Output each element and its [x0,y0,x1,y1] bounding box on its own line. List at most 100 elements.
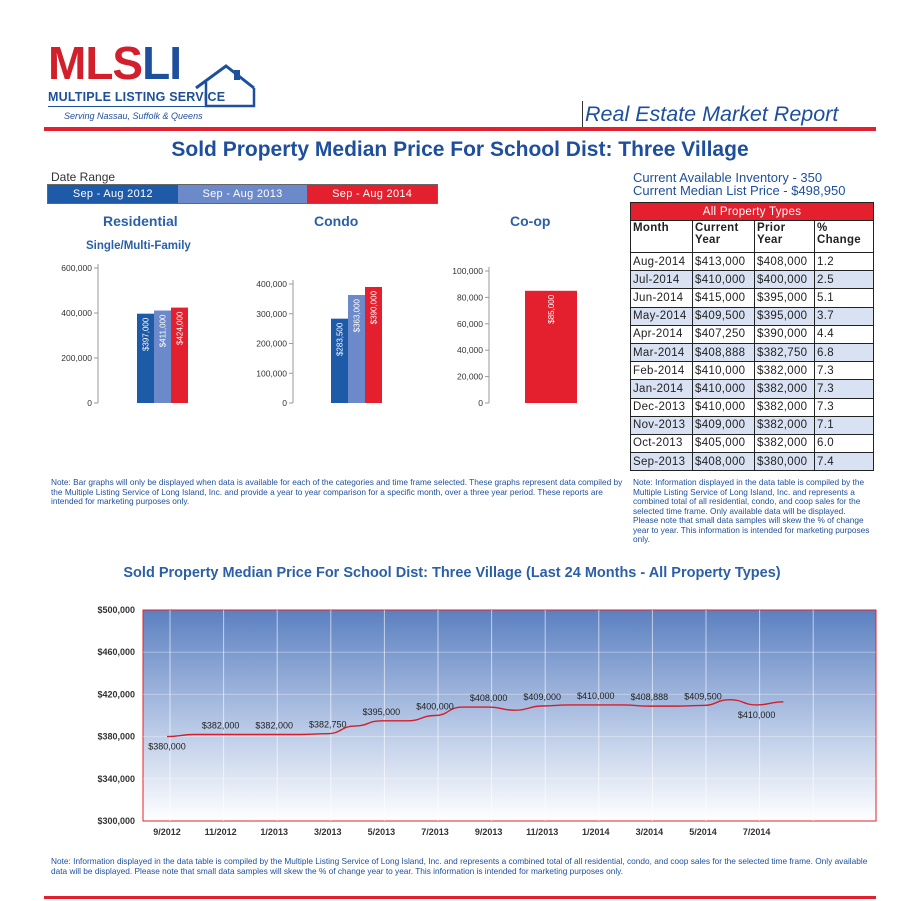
x-tick-label: 11/2012 [205,827,237,837]
cell-percent-change: 7.3 [814,361,874,381]
header-percent-change: % Change [814,220,874,253]
cell-month: Oct-2013 [630,433,693,454]
y-tick-label: $500,000 [97,605,135,615]
condo-bar-label: $390,000 [370,290,379,324]
coop-chart-title: Co-op [510,213,551,229]
table-row: Jan-2014 $410,000 $382,000 7.3 [630,379,874,399]
x-tick-label: 7/2013 [421,827,449,837]
table-row: Feb-2014 $410,000 $382,000 7.3 [630,361,874,381]
plot-area [142,609,877,822]
page-title: Sold Property Median Price For School Di… [171,138,749,161]
residential-bar-label: $411,000 [159,314,168,347]
residential-bar-label: $424,000 [176,311,185,345]
condo-bar [331,318,348,403]
table-row: Nov-2013 $409,000 $382,000 7.1 [630,415,874,435]
table-row: Jul-2014 $410,000 $400,000 2.5 [630,270,874,290]
cell-current-year: $410,000 [692,361,755,381]
condo-bar-label: $283,500 [336,322,345,356]
table-row: Jun-2014 $415,000 $395,000 5.1 [630,288,874,308]
coop-tick-label: 20,000 [457,372,483,382]
cell-current-year: $410,000 [692,397,755,417]
header-month: Month [630,220,693,253]
logo-li: LI [142,37,182,89]
bar-graph-note: Note: Bar graphs will only be displayed … [51,477,623,506]
x-tick-label: 11/2013 [526,827,558,837]
cell-month: Aug-2014 [630,251,693,272]
legend-period-2012: Sep - Aug 2012 [48,185,178,203]
line-chart-title: Sold Property Median Price For School Di… [123,565,781,581]
table-row: Sep-2013 $408,000 $380,000 7.4 [630,452,874,472]
residential-tick-label: 600,000 [61,263,92,273]
cell-percent-change: 6.8 [814,342,874,363]
cell-percent-change: 1.2 [814,251,874,272]
coop-tick-label: 60,000 [457,319,483,329]
cell-current-year: $405,000 [692,433,755,454]
y-tick-label: $460,000 [97,647,135,657]
cell-prior-year: $380,000 [754,452,815,472]
cell-current-year: $408,888 [692,342,755,363]
cell-month: Jun-2014 [630,288,693,308]
bar-charts: 0 200,000 400,000 600,000 $397,000 $411,000 $4… [61,263,577,408]
coop-bar [525,290,577,403]
x-tick-label: 1/2014 [582,827,610,837]
cell-prior-year: $395,000 [754,306,815,326]
x-tick-label: 5/2014 [689,827,717,837]
cell-current-year: $407,250 [692,324,755,344]
cell-prior-year: $382,000 [754,397,815,417]
residential-chart-title: Residential [103,213,178,229]
current-inventory: Current Available Inventory - 350 [633,170,823,185]
cell-month: Nov-2013 [630,415,693,435]
condo-tick-label: 300,000 [256,309,287,319]
cell-month: Jan-2014 [630,379,693,399]
coop-tick-label: 80,000 [457,292,483,302]
y-tick-label: $300,000 [97,816,135,826]
median-price-line [166,698,784,738]
header-prior-year: Prior Year [754,220,815,253]
coop-bar-label: $85,000 [547,294,556,323]
cell-month: Dec-2013 [630,397,693,417]
table-row: Aug-2014 $413,000 $408,000 1.2 [630,251,874,272]
coop-tick-label: 40,000 [457,345,483,355]
data-point-label: $409,000 [523,692,561,702]
cell-prior-year: $382,750 [754,342,815,363]
condo-bar [348,295,365,403]
cell-percent-change: 7.1 [814,415,874,435]
mlsli-logo: MLSLI MULTIPLE LISTING SERVICE Serving N… [48,40,260,124]
data-point-label: $380,000 [148,742,186,752]
cell-percent-change: 6.0 [814,433,874,454]
data-point-label: $400,000 [416,702,454,712]
logo-subtitle: MULTIPLE LISTING SERVICE [48,90,226,104]
x-tick-label: 5/2013 [368,827,396,837]
cell-current-year: $413,000 [692,251,755,272]
cell-current-year: $410,000 [692,379,755,399]
y-tick-label: $340,000 [97,774,135,784]
data-point-label: $382,000 [255,720,293,730]
data-point-label: $382,750 [309,720,347,730]
report-title: Real Estate Market Report [582,101,838,127]
cell-percent-change: 7.3 [814,379,874,399]
cell-percent-change: 7.3 [814,397,874,417]
date-range-legend: Sep - Aug 2012 Sep - Aug 2013 Sep - Aug … [47,184,438,204]
cell-prior-year: $408,000 [754,251,815,272]
price-data-table: All Property Types Month Current Year Pri… [630,202,874,472]
residential-bar [171,307,188,403]
cell-percent-change: 4.4 [814,324,874,344]
logo-mls: MLS [48,37,143,89]
table-body: Aug-2014 $413,000 $408,000 1.2 Jul-2014 $410,… [630,251,874,472]
line-chart: $300,000 $340,000 $380,000 $420,000 $460,000… [97,605,877,837]
current-median-list-price: Current Median List Price - $498,950 [633,183,846,198]
cell-month: Jul-2014 [630,270,693,290]
x-tick-label: 7/2014 [743,827,771,837]
data-point-label: $382,000 [202,720,240,730]
data-point-label: $409,500 [684,691,722,701]
condo-tick-label: 200,000 [256,339,287,349]
condo-bar-label: $363,000 [353,298,362,332]
data-point-label: $410,000 [738,710,776,720]
cell-month: Apr-2014 [630,324,693,344]
cell-prior-year: $400,000 [754,270,815,290]
cell-current-year: $409,000 [692,415,755,435]
date-range-label: Date Range [51,170,116,184]
cell-percent-change: 3.7 [814,306,874,326]
cell-month: Feb-2014 [630,361,693,381]
table-note: Note: Information displayed in the data … [633,477,870,544]
